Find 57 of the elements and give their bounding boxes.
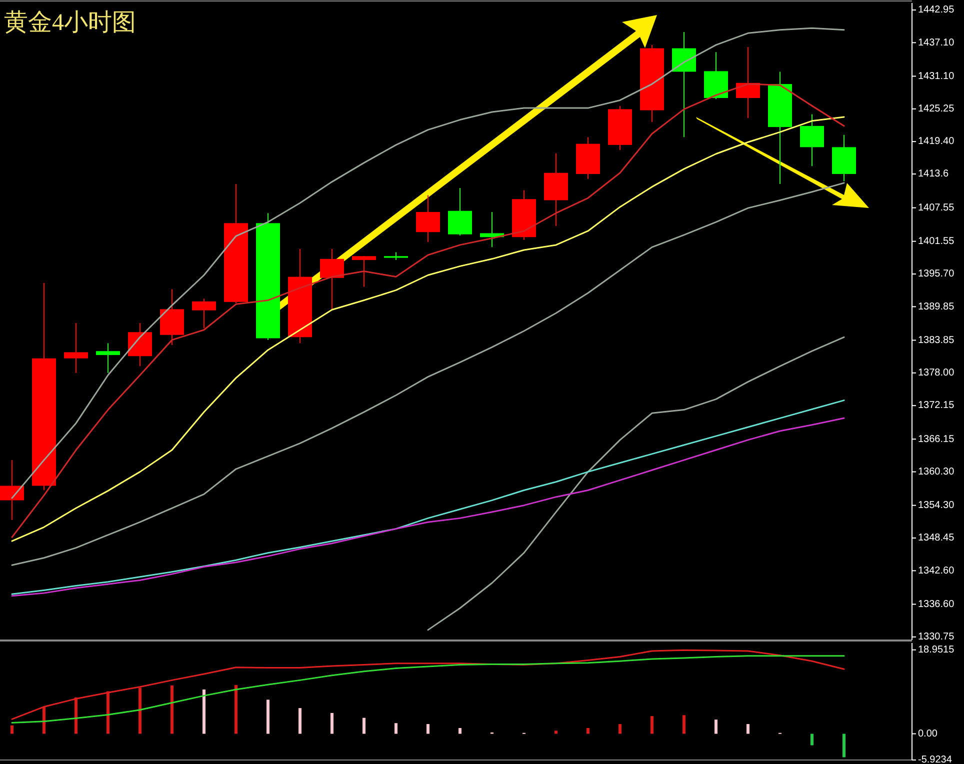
- bar: [554, 730, 558, 734]
- bar: [234, 685, 238, 734]
- bar: [10, 725, 14, 734]
- y-tick-label: 1336.60: [918, 598, 955, 610]
- candlestick: [64, 322, 88, 374]
- y-tick-label: 0.00: [918, 728, 938, 740]
- bar: [682, 715, 686, 734]
- bar: [266, 700, 270, 734]
- bar: [746, 724, 750, 734]
- y-tick-label: 1342.60: [918, 565, 955, 576]
- bar: [298, 708, 302, 734]
- bar: [202, 689, 206, 734]
- bar: [330, 712, 334, 734]
- y-tick-label: 1360.30: [918, 466, 955, 478]
- candlestick: [800, 114, 824, 167]
- candlestick: [192, 298, 216, 329]
- bar: [650, 716, 654, 734]
- y-tick-label: 1330.75: [918, 632, 955, 643]
- bar: [842, 734, 846, 758]
- y-tick-label: 1383.85: [918, 334, 955, 346]
- bar: [810, 734, 814, 746]
- bar: [170, 686, 174, 734]
- bar: [618, 724, 622, 734]
- y-tick-label: 1389.85: [918, 301, 955, 312]
- candlestick: [320, 248, 344, 311]
- candlestick: [0, 460, 24, 520]
- y-tick-label: 1395.70: [918, 268, 955, 280]
- candlestick: [480, 211, 504, 248]
- candlestick: [448, 187, 472, 236]
- bar: [394, 723, 398, 734]
- candlestick: [352, 256, 376, 288]
- candlestick: [416, 194, 440, 243]
- y-tick-label: 18.9515: [918, 644, 955, 656]
- y-tick-label: 1372.15: [918, 400, 955, 412]
- candlestick: [96, 342, 120, 374]
- y-tick-label: 1425.25: [918, 104, 955, 115]
- y-tick-label: 1354.30: [918, 500, 955, 511]
- y-tick-label: 1431.10: [918, 70, 955, 82]
- candlestick: [672, 32, 696, 138]
- line-series: [11, 182, 845, 566]
- bar: [458, 728, 462, 734]
- y-tick-label: 1413.6: [918, 168, 950, 180]
- chart-title: 黄金4小时图: [4, 10, 136, 36]
- y-tick-label: 1407.55: [918, 202, 955, 214]
- y-tick-label: 1348.45: [918, 532, 955, 544]
- y-tick-label: -5.9234: [918, 754, 952, 764]
- y-tick-label: 1419.40: [918, 136, 955, 148]
- y-tick-label: 1437.10: [918, 37, 955, 48]
- y-tick-label: 1378.00: [918, 368, 955, 379]
- y-tick-label: 1442.95: [918, 4, 955, 16]
- y-tick-label: 1401.55: [918, 236, 955, 247]
- line-series: [427, 336, 845, 631]
- bar: [714, 720, 718, 734]
- bar: [362, 718, 366, 734]
- bar: [586, 728, 590, 734]
- bar: [426, 724, 430, 734]
- y-tick-label: 1366.15: [918, 434, 955, 445]
